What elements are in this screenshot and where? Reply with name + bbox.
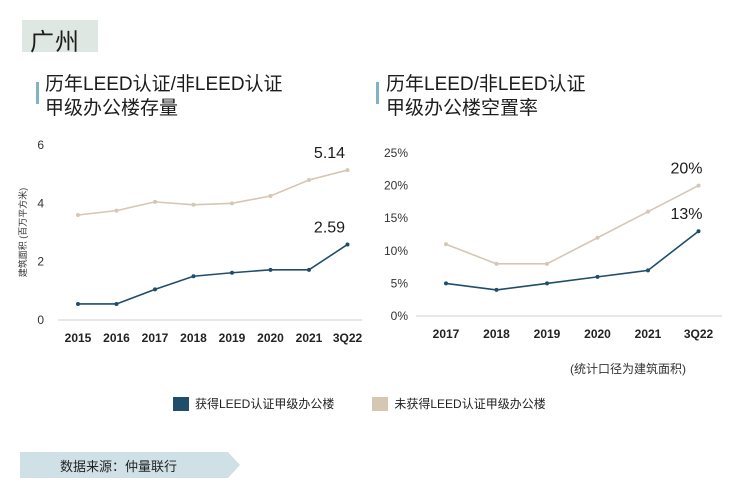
legend-swatch-non-leed (372, 396, 389, 411)
chart2-point-leed (595, 274, 600, 279)
chart1-ytick-label: 4 (37, 196, 44, 210)
chart1-end-label-leed: 2.59 (314, 219, 345, 236)
chart1-ytick-label: 6 (37, 138, 44, 152)
chart2-xtick-label: 2018 (483, 327, 510, 341)
chart1-xtick-label: 2019 (219, 331, 246, 345)
chart1-point-leed (307, 267, 311, 272)
chart2-title-line1: 历年LEED/非LEED认证 (386, 74, 586, 95)
chart1-point-leed (153, 287, 157, 292)
chart1-series-line-non-leed (77, 169, 348, 216)
chart1-series-line-leed (78, 243, 348, 305)
chart2-point-leed (646, 268, 650, 273)
chart2-point-non-leed (494, 261, 499, 266)
city-title: 广州 (30, 29, 80, 56)
chart2-title: 历年LEED/非LEED认证 甲级办公楼空置率 (386, 73, 586, 121)
chart2-end-label-non-leed: 20% (670, 161, 702, 178)
chart2-point-leed (494, 287, 499, 292)
chart1-point-non-leed (114, 208, 119, 213)
chart1-point-non-leed (268, 194, 273, 199)
chart2-xtick-label: 2019 (534, 327, 561, 341)
chart2-ytick-label: 10% (384, 244, 408, 258)
chart1-point-non-leed (230, 201, 234, 206)
chart1-point-non-leed (191, 202, 196, 207)
chart1-xtick-label: 3Q22 (333, 331, 363, 345)
chart2-xtick-label: 2017 (433, 327, 460, 341)
chart1-point-leed (76, 301, 80, 306)
chart1-title: 历年LEED认证/非LEED认证 甲级办公楼存量 (45, 73, 283, 121)
chart2-point-leed (545, 281, 549, 286)
chart1-point-leed (268, 267, 273, 272)
chart2-ytick-label: 5% (391, 276, 409, 290)
chart1-title-line2: 甲级办公楼存量 (45, 98, 179, 119)
source-text: 数据来源：仲量联行 (60, 459, 178, 474)
chart1-end-label-non-leed: 5.14 (314, 145, 345, 162)
chart2-point-non-leed (696, 183, 701, 188)
chart2-ytick-label: 0% (391, 309, 409, 323)
chart1-point-leed (230, 270, 234, 275)
chart2-end-label-leed: 13% (670, 206, 702, 223)
chart1-point-non-leed (76, 213, 80, 217)
chart2-ytick-label: 15% (384, 211, 408, 225)
legend-label-leed: 获得LEED认证甲级办公楼 (195, 397, 335, 411)
chart1-point-non-leed (345, 168, 350, 173)
chart1-xtick-label: 2015 (65, 331, 92, 345)
chart1-xtick-label: 2018 (180, 331, 207, 345)
chart2-point-leed (444, 281, 448, 286)
chart2-ytick-label: 20% (384, 179, 408, 193)
chart2-title-accent (376, 82, 379, 104)
chart2-series-line-leed (445, 230, 699, 291)
chart2-point-non-leed (646, 209, 650, 214)
chart2-xtick-label: 2020 (584, 327, 611, 341)
chart1-point-non-leed (307, 178, 311, 182)
measurement-note: (统计口径为建筑面积) (570, 362, 686, 376)
city-title-background (22, 20, 98, 52)
chart1-point-leed (345, 242, 350, 247)
chart2-point-leed (696, 229, 701, 234)
legend-label-non-leed: 未获得LEED认证甲级办公楼 (394, 397, 546, 411)
chart1-ytick-label: 0 (37, 313, 44, 327)
chart2-series-line-non-leed (445, 184, 699, 265)
chart2-point-non-leed (545, 261, 549, 266)
chart2-point-non-leed (444, 242, 448, 247)
legend: 获得LEED认证甲级办公楼 未获得LEED认证甲级办公楼 (173, 395, 546, 412)
chart1-xtick-label: 2017 (142, 331, 169, 345)
chart1-y-axis-label: 建筑面积 (百万平方米) (17, 188, 28, 278)
chart2-ytick-label: 25% (384, 146, 408, 160)
chart1-point-leed (114, 301, 119, 306)
chart1-title-accent (36, 82, 39, 104)
chart2-point-non-leed (595, 235, 600, 240)
chart1-point-non-leed (153, 199, 157, 204)
chart2-title-line2: 甲级办公楼空置率 (386, 98, 539, 119)
chart1-title-line1: 历年LEED认证/非LEED认证 (45, 74, 283, 95)
chart1-xtick-label: 2021 (296, 331, 323, 345)
chart1-point-leed (191, 274, 196, 279)
chart2-xtick-label: 2021 (635, 327, 662, 341)
chart1-xtick-label: 2020 (257, 331, 284, 345)
chart1-xtick-label: 2016 (103, 331, 130, 345)
legend-swatch-leed (173, 396, 189, 411)
chart1-ytick-label: 2 (37, 255, 44, 269)
source-tag (20, 452, 240, 478)
chart2-xtick-label: 3Q22 (684, 327, 714, 341)
